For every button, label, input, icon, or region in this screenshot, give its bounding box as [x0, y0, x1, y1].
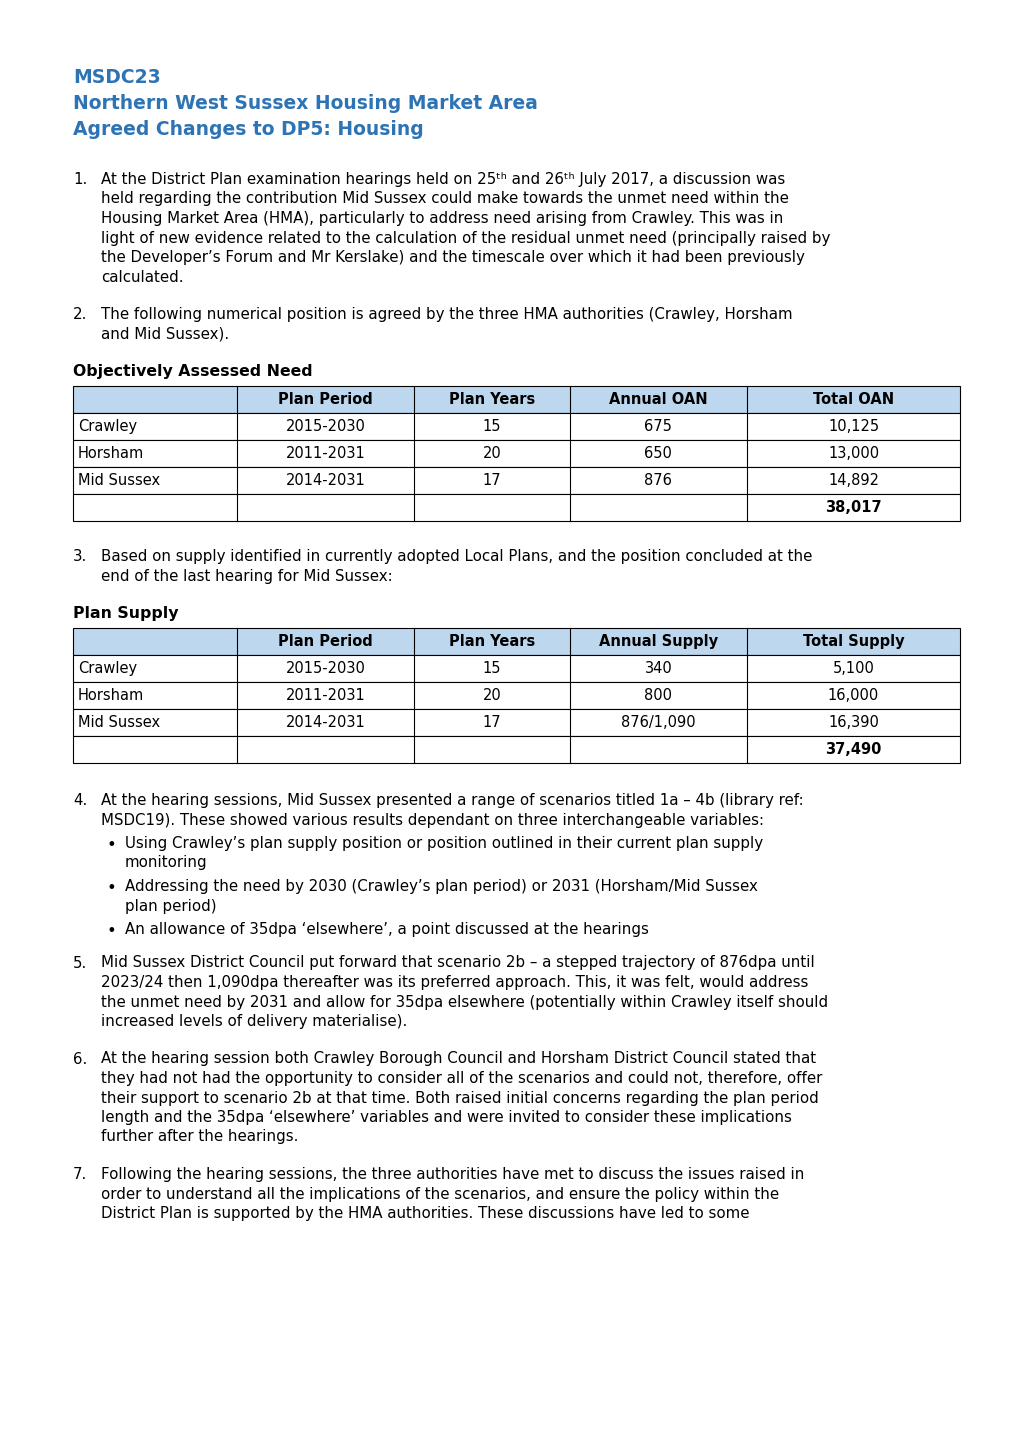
Text: 4.: 4. — [73, 793, 88, 808]
Text: Plan Years: Plan Years — [448, 392, 535, 407]
Bar — [73, 735, 959, 763]
Text: Plan Years: Plan Years — [448, 634, 535, 649]
Text: Plan Supply: Plan Supply — [73, 606, 178, 622]
Text: 2011-2031: 2011-2031 — [285, 446, 366, 461]
Text: Objectively Assessed Need: Objectively Assessed Need — [73, 363, 312, 379]
Bar — [73, 682, 959, 709]
Text: order to understand all the implications of the scenarios, and ensure the policy: order to understand all the implications… — [101, 1187, 779, 1201]
Bar — [73, 412, 959, 440]
Text: 675: 675 — [644, 420, 672, 434]
Bar — [73, 440, 959, 467]
Text: 876: 876 — [644, 473, 672, 487]
Text: 3.: 3. — [73, 549, 88, 564]
Text: MSDC23: MSDC23 — [73, 68, 161, 87]
Text: 16,000: 16,000 — [827, 688, 878, 704]
Text: 16,390: 16,390 — [827, 715, 878, 730]
Text: 7.: 7. — [73, 1167, 88, 1182]
Text: 800: 800 — [644, 688, 672, 704]
Text: Following the hearing sessions, the three authorities have met to discuss the is: Following the hearing sessions, the thre… — [101, 1167, 804, 1182]
Bar — [73, 495, 959, 521]
Text: Based on supply identified in currently adopted Local Plans, and the position co: Based on supply identified in currently … — [101, 549, 811, 564]
Bar — [73, 629, 959, 655]
Text: At the hearing session both Crawley Borough Council and Horsham District Council: At the hearing session both Crawley Boro… — [101, 1051, 815, 1067]
Text: 2015-2030: 2015-2030 — [285, 660, 366, 676]
Text: Housing Market Area (HMA), particularly to address need arising from Crawley. Th: Housing Market Area (HMA), particularly … — [101, 211, 783, 226]
Text: the Developer’s Forum and Mr Kerslake) and the timescale over which it had been : the Developer’s Forum and Mr Kerslake) a… — [101, 249, 804, 265]
Text: Total Supply: Total Supply — [802, 634, 904, 649]
Text: 13,000: 13,000 — [827, 446, 878, 461]
Text: Plan Period: Plan Period — [278, 634, 373, 649]
Text: 2015-2030: 2015-2030 — [285, 420, 366, 434]
Text: 2011-2031: 2011-2031 — [285, 688, 366, 704]
Text: plan period): plan period) — [125, 898, 216, 913]
Text: MSDC19). These showed various results dependant on three interchangeable variabl: MSDC19). These showed various results de… — [101, 812, 763, 828]
Text: 1.: 1. — [73, 172, 88, 187]
Text: 15: 15 — [482, 420, 501, 434]
Bar — [73, 709, 959, 735]
Text: 340: 340 — [644, 660, 672, 676]
Text: 17: 17 — [482, 715, 501, 730]
Text: 2023/24 then 1,090dpa thereafter was its preferred approach. This, it was felt, : 2023/24 then 1,090dpa thereafter was its… — [101, 975, 808, 991]
Text: An allowance of 35dpa ‘elsewhere’, a point discussed at the hearings: An allowance of 35dpa ‘elsewhere’, a poi… — [125, 921, 648, 937]
Text: Total OAN: Total OAN — [812, 392, 894, 407]
Text: Crawley: Crawley — [77, 660, 137, 676]
Text: 2.: 2. — [73, 307, 88, 322]
Text: the unmet need by 2031 and allow for 35dpa elsewhere (potentially within Crawley: the unmet need by 2031 and allow for 35d… — [101, 995, 827, 1009]
Text: 20: 20 — [482, 446, 501, 461]
Text: Plan Period: Plan Period — [278, 392, 373, 407]
Text: light of new evidence related to the calculation of the residual unmet need (pri: light of new evidence related to the cal… — [101, 231, 829, 245]
Text: their support to scenario 2b at that time. Both raised initial concerns regardin: their support to scenario 2b at that tim… — [101, 1090, 818, 1106]
Text: 14,892: 14,892 — [827, 473, 878, 487]
Text: they had not had the opportunity to consider all of the scenarios and could not,: they had not had the opportunity to cons… — [101, 1071, 821, 1086]
Text: 38,017: 38,017 — [824, 500, 881, 515]
Text: •: • — [106, 881, 116, 895]
Text: 20: 20 — [482, 688, 501, 704]
Text: 2014-2031: 2014-2031 — [285, 473, 366, 487]
Text: and Mid Sussex).: and Mid Sussex). — [101, 326, 229, 342]
Bar — [73, 386, 959, 412]
Text: Mid Sussex: Mid Sussex — [77, 473, 160, 487]
Text: calculated.: calculated. — [101, 270, 183, 284]
Text: Mid Sussex: Mid Sussex — [77, 715, 160, 730]
Text: 650: 650 — [644, 446, 672, 461]
Text: Annual Supply: Annual Supply — [598, 634, 717, 649]
Bar — [73, 655, 959, 682]
Text: length and the 35dpa ‘elsewhere’ variables and were invited to consider these im: length and the 35dpa ‘elsewhere’ variabl… — [101, 1110, 791, 1125]
Text: Mid Sussex District Council put forward that scenario 2b – a stepped trajectory : Mid Sussex District Council put forward … — [101, 956, 814, 970]
Text: increased levels of delivery materialise).: increased levels of delivery materialise… — [101, 1014, 407, 1030]
Text: held regarding the contribution Mid Sussex could make towards the unmet need wit: held regarding the contribution Mid Suss… — [101, 192, 788, 206]
Text: 5.: 5. — [73, 956, 88, 970]
Text: 5,100: 5,100 — [832, 660, 873, 676]
Text: At the District Plan examination hearings held on 25ᵗʰ and 26ᵗʰ July 2017, a dis: At the District Plan examination hearing… — [101, 172, 785, 187]
Text: 17: 17 — [482, 473, 501, 487]
Text: end of the last hearing for Mid Sussex:: end of the last hearing for Mid Sussex: — [101, 568, 392, 584]
Text: •: • — [106, 838, 116, 854]
Text: At the hearing sessions, Mid Sussex presented a range of scenarios titled 1a – 4: At the hearing sessions, Mid Sussex pres… — [101, 793, 803, 808]
Text: 876/1,090: 876/1,090 — [621, 715, 695, 730]
Text: Horsham: Horsham — [77, 446, 144, 461]
Text: Annual OAN: Annual OAN — [608, 392, 707, 407]
Text: Addressing the need by 2030 (Crawley’s plan period) or 2031 (Horsham/Mid Sussex: Addressing the need by 2030 (Crawley’s p… — [125, 880, 757, 894]
Text: 15: 15 — [482, 660, 501, 676]
Text: 10,125: 10,125 — [827, 420, 878, 434]
Text: Crawley: Crawley — [77, 420, 137, 434]
Text: Using Crawley’s plan supply position or position outlined in their current plan : Using Crawley’s plan supply position or … — [125, 836, 762, 851]
Text: 2014-2031: 2014-2031 — [285, 715, 366, 730]
Text: further after the hearings.: further after the hearings. — [101, 1129, 299, 1145]
Text: The following numerical position is agreed by the three HMA authorities (Crawley: The following numerical position is agre… — [101, 307, 792, 322]
Text: Horsham: Horsham — [77, 688, 144, 704]
Text: Northern West Sussex Housing Market Area: Northern West Sussex Housing Market Area — [73, 94, 537, 112]
Text: Agreed Changes to DP5: Housing: Agreed Changes to DP5: Housing — [73, 120, 423, 138]
Text: District Plan is supported by the HMA authorities. These discussions have led to: District Plan is supported by the HMA au… — [101, 1206, 749, 1221]
Text: monitoring: monitoring — [125, 855, 208, 871]
Text: 6.: 6. — [73, 1051, 88, 1067]
Text: 37,490: 37,490 — [824, 743, 880, 757]
Bar — [73, 467, 959, 495]
Text: •: • — [106, 924, 116, 939]
